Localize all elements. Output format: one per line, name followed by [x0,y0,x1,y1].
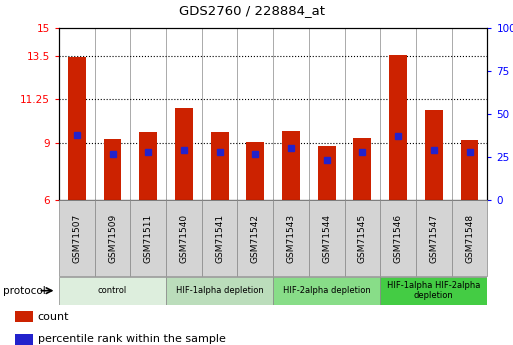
Bar [345,200,380,276]
Text: GSM71542: GSM71542 [251,214,260,263]
Text: control: control [98,286,127,295]
Text: GSM71543: GSM71543 [287,214,295,263]
Bar [416,200,451,276]
Bar [95,200,130,276]
Bar [246,142,264,200]
Text: GSM71541: GSM71541 [215,214,224,263]
Text: count: count [38,312,69,322]
Bar [15,334,33,345]
Bar [353,138,371,200]
Text: protocol: protocol [3,286,45,296]
Text: GSM71548: GSM71548 [465,214,474,263]
Text: GSM71545: GSM71545 [358,214,367,263]
Text: HIF-1alpha depletion: HIF-1alpha depletion [176,286,264,295]
Bar [380,200,416,276]
Text: GSM71507: GSM71507 [72,214,82,263]
Text: GDS2760 / 228884_at: GDS2760 / 228884_at [179,4,325,17]
Text: GSM71509: GSM71509 [108,214,117,263]
Bar [389,56,407,200]
Text: GSM71547: GSM71547 [429,214,438,263]
Bar [130,200,166,276]
Bar [211,132,229,200]
Bar [461,140,479,200]
Bar [140,132,157,200]
Text: percentile rank within the sample: percentile rank within the sample [38,334,226,344]
Text: GSM71546: GSM71546 [393,214,403,263]
Bar [15,311,33,322]
Bar [380,277,487,305]
Bar [202,200,238,276]
Bar [318,146,336,200]
Text: HIF-2alpha depletion: HIF-2alpha depletion [283,286,370,295]
Bar [104,139,122,200]
Bar [175,108,193,200]
Bar [273,200,309,276]
Bar [59,277,166,305]
Bar [309,200,345,276]
Bar [166,200,202,276]
Bar [238,200,273,276]
Text: GSM71540: GSM71540 [180,214,188,263]
Bar [451,200,487,276]
Bar [68,57,86,200]
Bar [59,200,95,276]
Text: HIF-1alpha HIF-2alpha
depletion: HIF-1alpha HIF-2alpha depletion [387,281,481,300]
Bar [425,110,443,200]
Text: GSM71511: GSM71511 [144,214,153,263]
Bar [273,277,380,305]
Bar [166,277,273,305]
Text: GSM71544: GSM71544 [322,214,331,263]
Bar [282,131,300,200]
